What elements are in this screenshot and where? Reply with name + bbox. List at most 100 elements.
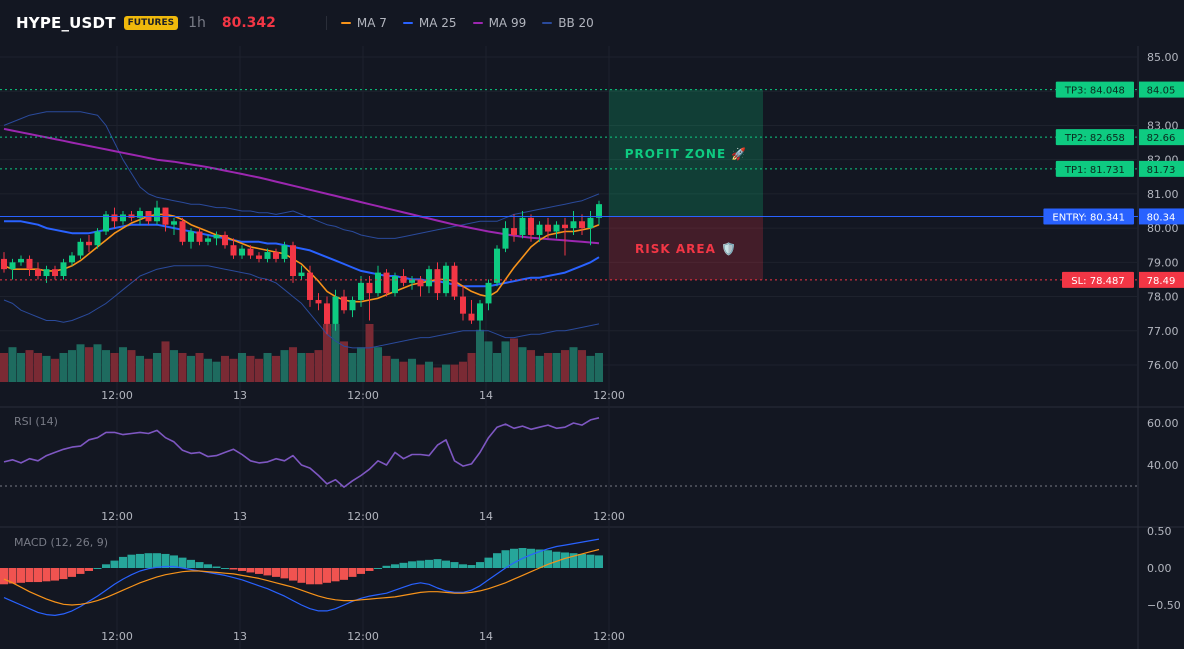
volume-bar [25, 350, 34, 382]
candle-body [298, 272, 305, 277]
candle-body [1, 258, 7, 270]
macd-hist-bar [569, 553, 578, 568]
grid [0, 46, 1184, 649]
candle-body [383, 272, 390, 294]
chart-header: HYPE_USDT FUTURES 1h 80.342 MA 7 MA 25 M… [0, 0, 1184, 46]
volume-bar [442, 364, 450, 382]
level-tag-bg [1055, 160, 1134, 177]
macd-hist-bar [399, 562, 408, 568]
macd-hist-bar [450, 562, 459, 568]
volume-bar [323, 324, 331, 382]
macd-hist-bar [586, 554, 595, 568]
volume-bar [365, 324, 374, 382]
level-labels: TP3: 84.048 84.05 TP2: 82.658 82.66 TP1: 81.… [1043, 81, 1184, 288]
candle-body [409, 279, 415, 283]
candle-body [256, 255, 262, 259]
legend-ma99-label: MA 99 [488, 16, 527, 30]
volume-bar [68, 350, 76, 382]
macd-hist-bar [561, 552, 569, 568]
candle-body [502, 228, 509, 249]
candle-body [570, 221, 577, 229]
macd-hist-bar [357, 568, 365, 574]
legend-ma7-label: MA 7 [356, 16, 387, 30]
macd-hist-bar [8, 568, 17, 584]
axis-tag-bg [1139, 208, 1184, 225]
time-tick: 12:00 [101, 389, 133, 402]
time-tick: 12:00 [347, 510, 379, 523]
volume-bar [204, 358, 212, 382]
macd-hist-bar [391, 564, 399, 568]
macd-hist-bar [136, 553, 144, 568]
volume-bar [85, 347, 93, 382]
volume-bar [297, 353, 306, 382]
interval-selector[interactable]: 1h [188, 15, 206, 31]
macd-hist-bar [59, 568, 68, 580]
candle-body [562, 224, 568, 229]
macd-hist-bar [527, 548, 535, 568]
candle-body [230, 245, 237, 256]
volume-bar [76, 344, 85, 382]
symbol-name[interactable]: HYPE_USDT [16, 14, 116, 32]
time-tick: 12:00 [593, 510, 625, 523]
candle-body [332, 296, 339, 324]
macd-hist-bar [374, 568, 382, 569]
macd-hist-bar [459, 564, 467, 568]
volume-bar [178, 353, 187, 382]
level-tag-tp3: TP3: 84.048 [1064, 86, 1125, 97]
macd-tick: 0.50 [1147, 525, 1172, 538]
candle-body [103, 214, 109, 232]
candle-body [239, 248, 245, 256]
last-price: 80.342 [221, 15, 276, 31]
volume-bar [340, 341, 348, 382]
legend-ma99[interactable]: MA 99 [472, 16, 527, 30]
macd-hist-bar [535, 549, 544, 568]
macd-hist-bar [42, 568, 51, 582]
macd-hist-bar [34, 568, 42, 583]
time-tick: 12:00 [347, 630, 379, 643]
legend-bb20-swatch [542, 22, 553, 24]
legend-ma7-swatch [340, 22, 351, 24]
legend-bb20[interactable]: BB 20 [542, 16, 594, 30]
macd-hist-bar [578, 553, 586, 568]
time-tick: 14 [479, 510, 493, 523]
volume-bar [578, 350, 586, 382]
legend-bb20-label: BB 20 [558, 16, 594, 30]
legend-ma7[interactable]: MA 7 [340, 16, 387, 30]
volume-bar [127, 350, 136, 382]
macd-hist-bar [348, 568, 357, 577]
volume-bar [187, 355, 195, 382]
candle-body [315, 299, 322, 304]
level-tag-bg [1062, 271, 1134, 288]
candle-body [426, 269, 432, 287]
axis-tag-bg [1139, 81, 1184, 98]
volume-bar [552, 353, 561, 382]
level-tag-entry: ENTRY: 80.341 [1052, 212, 1125, 223]
price-tick: 81.00 [1147, 188, 1179, 201]
candle-body [188, 231, 194, 242]
macd-label: MACD (12, 26, 9) [14, 536, 108, 549]
macd-hist-bar [544, 550, 552, 568]
volume-bar [518, 347, 527, 382]
bollinger-bands [3, 111, 600, 349]
profit-zone [609, 89, 763, 217]
macd-hist-bar [484, 557, 493, 568]
macd-hist-bar [433, 559, 442, 568]
macd-hist-bar [170, 555, 178, 568]
volume-bar [399, 361, 408, 382]
macd-hist-bar [51, 568, 59, 581]
time-tick: 14 [479, 630, 493, 643]
macd-hist-bar [238, 568, 246, 571]
candle-body [222, 234, 228, 246]
volume-bar [93, 344, 102, 382]
volume-bar [34, 353, 42, 382]
candle-body [341, 296, 347, 311]
legend-ma25[interactable]: MA 25 [402, 16, 457, 30]
volume-bar [0, 353, 8, 382]
candle-body [392, 276, 398, 294]
macd-hist-bar [85, 568, 93, 571]
candle-body [545, 224, 551, 232]
volume-bar [535, 355, 544, 382]
candle-body [417, 279, 424, 287]
macd-hist-bar [552, 551, 561, 568]
